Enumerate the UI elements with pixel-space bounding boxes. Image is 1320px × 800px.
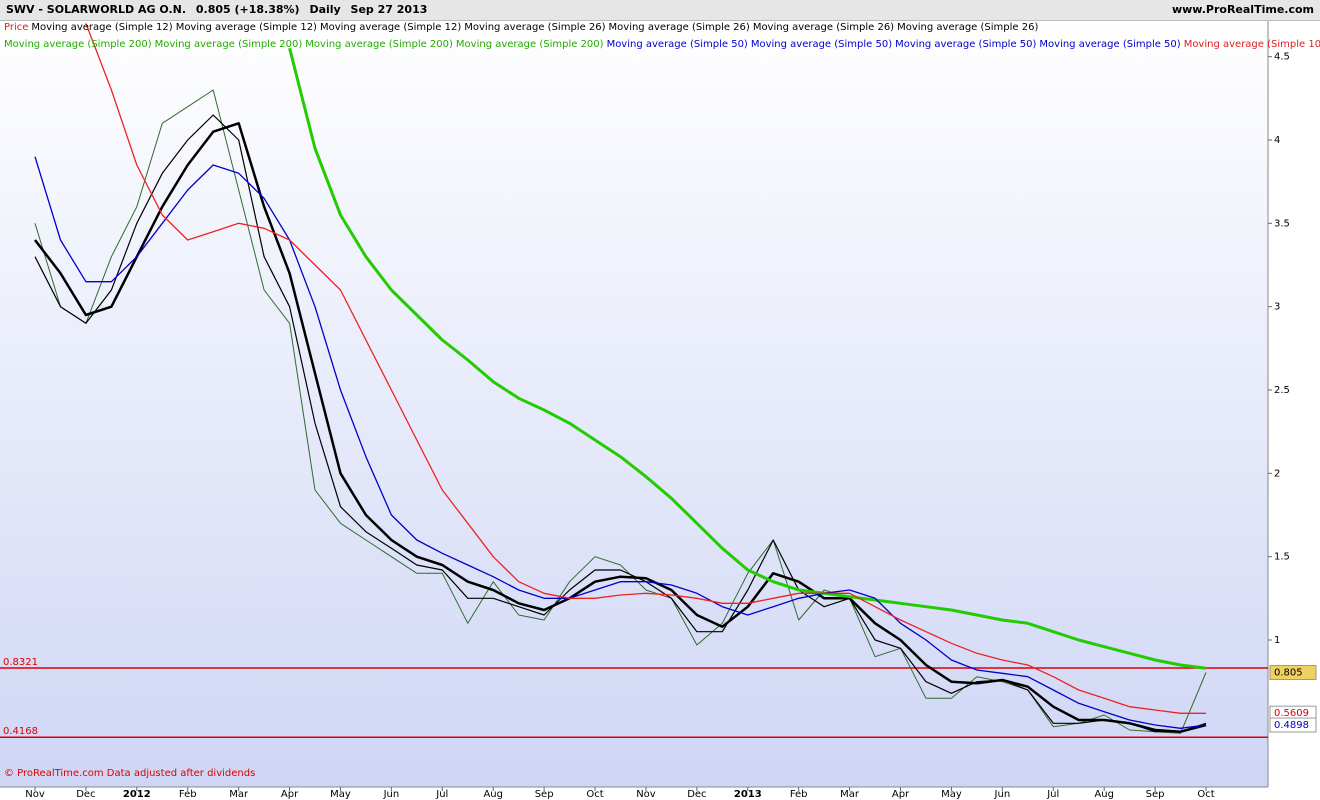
legend-entry: Moving average (Simple 12) xyxy=(31,22,173,33)
y-tick-label: 4.5 xyxy=(1274,52,1290,63)
legend-entry: Moving average (Simple 26) xyxy=(464,22,606,33)
legend-entry: Moving average (Simple 50) xyxy=(1039,39,1181,50)
site: www.ProRealTime.com xyxy=(1171,3,1314,16)
legend-entry: Moving average (Simple 200) xyxy=(305,39,453,50)
legend-row: Moving average (Simple 200) Moving averag… xyxy=(4,39,1320,50)
footer: © ProRealTime.com Data adjusted after di… xyxy=(4,768,256,779)
y-tick-label: 1.5 xyxy=(1274,552,1290,563)
x-tick-label: Mar xyxy=(840,789,860,800)
y-tick-label: 2 xyxy=(1274,468,1280,479)
legend-entry: Moving average (Simple 50) xyxy=(750,39,893,50)
legend-entry: Moving average (Simple 26) xyxy=(608,22,750,33)
legend-entry: Moving average (Simple 26) xyxy=(897,22,1039,33)
x-tick-label: Apr xyxy=(281,789,299,800)
x-tick-label: 2013 xyxy=(734,789,762,800)
x-tick-label: Apr xyxy=(892,789,910,800)
header: SWV - SOLARWORLD AG O.N. 0.805 (+18.38%)… xyxy=(0,0,1320,21)
legend-entry: Moving average (Simple 100) xyxy=(1183,39,1320,50)
period: Daily xyxy=(309,3,341,16)
x-tick-label: Jun xyxy=(994,789,1011,800)
value-tag-box xyxy=(1269,665,1317,680)
x-tick-label: Sep xyxy=(1146,789,1165,800)
plot-area: 0.8321 0.4168 xyxy=(0,23,1268,738)
x-tick-label: 2012 xyxy=(123,789,151,800)
x-tick-label: Oct xyxy=(586,789,603,800)
x-tick-label: May xyxy=(330,789,351,800)
value-tag-box xyxy=(1269,717,1317,733)
value-tag: 0.4898 xyxy=(1274,720,1309,731)
symbol: SWV - SOLARWORLD AG O.N. xyxy=(6,3,187,16)
y-tick-label: 3.5 xyxy=(1274,218,1290,229)
legend-entry: Moving average (Simple 200) xyxy=(154,39,303,50)
level-label: 0.4168 xyxy=(3,726,38,737)
x-tick-label: Aug xyxy=(1094,789,1114,800)
x-tick-label: May xyxy=(941,789,962,800)
legend-entry: Moving average (Simple 50) xyxy=(606,39,748,50)
series-line xyxy=(34,89,1207,734)
legend-entry: Moving average (Simple 200) xyxy=(4,39,152,50)
value-tag: 0.5609 xyxy=(1274,708,1309,719)
x-tick-label: Sep xyxy=(535,789,554,800)
legend-entry: Price xyxy=(4,22,29,33)
x-tick-label: Jun xyxy=(383,789,400,800)
x-tick-label: Nov xyxy=(636,789,656,800)
plot-background xyxy=(0,20,1268,787)
y-tick-label: 2.5 xyxy=(1274,385,1290,396)
x-tick-label: Oct xyxy=(1197,789,1214,800)
x-tick-label: Jul xyxy=(1046,789,1059,800)
date: Sep 27 2013 xyxy=(350,3,428,16)
series-line xyxy=(85,23,1206,714)
legend-entry: Moving average (Simple 12) xyxy=(175,22,317,33)
legend-entry: Moving average (Simple 50) xyxy=(895,39,1037,50)
x-tick-label: Aug xyxy=(483,789,503,800)
legend-entry: Moving average (Simple 26) xyxy=(752,22,895,33)
series-line xyxy=(34,156,1207,729)
x-tick-label: Nov xyxy=(25,789,45,800)
legend-entry: Moving average (Simple 12) xyxy=(319,22,462,33)
x-tick-label: Jul xyxy=(435,789,448,800)
legend-entry: Moving average (Simple 200) xyxy=(455,39,604,50)
y-tick-label: 1 xyxy=(1274,635,1280,646)
y-tick-label: 3 xyxy=(1274,302,1280,313)
legend-row: Price Moving average (Simple 12) Moving av… xyxy=(4,22,1041,33)
x-tick-label: Feb xyxy=(790,789,808,800)
y-tick-label: 4 xyxy=(1274,135,1280,146)
series-line xyxy=(34,122,1207,733)
value-tag: 0.805 xyxy=(1274,668,1303,679)
x-tick-label: Feb xyxy=(179,789,197,800)
x-tick-label: Dec xyxy=(76,789,95,800)
quote: 0.805 (+18.38%) xyxy=(195,3,300,16)
x-tick-label: Mar xyxy=(229,789,249,800)
x-tick-label: Dec xyxy=(687,789,706,800)
level-label: 0.8321 xyxy=(3,657,38,668)
series-line xyxy=(288,47,1207,670)
